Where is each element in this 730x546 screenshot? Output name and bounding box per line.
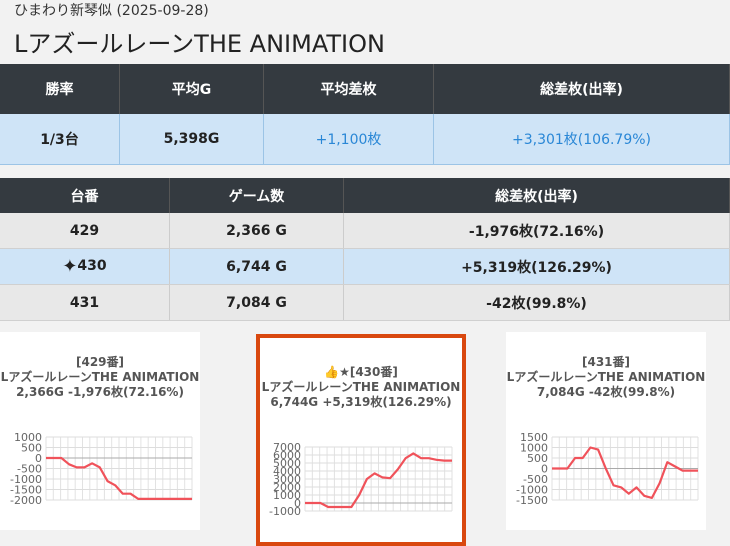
summary-header-row: 勝率 平均G 平均差枚 総差枚(出率) <box>0 64 730 114</box>
machine-games: 2,366 G <box>169 213 344 249</box>
y-tick-label: 1500 <box>520 431 548 444</box>
avg-games-header: 平均G <box>119 64 264 114</box>
card-line-machine: LアズールレーンTHE ANIMATION <box>506 370 706 384</box>
machine-table: 台番 ゲーム数 総差枚(出率) 429 2,366 G -1,976枚(72.1… <box>0 178 730 321</box>
card-line-machine: LアズールレーンTHE ANIMATION <box>0 370 200 384</box>
card-line-stats: 6,744G +5,319枚(126.29%) <box>270 395 452 409</box>
machine-diff-header: 総差枚(出率) <box>343 178 730 213</box>
diff-series-line <box>552 446 698 499</box>
table-row[interactable]: 429 2,366 G -1,976枚(72.16%) <box>0 213 730 249</box>
y-tick-label: 4000 <box>273 465 301 478</box>
y-tick-label: -1000 <box>10 473 42 486</box>
card-line-machine: LアズールレーンTHE ANIMATION <box>261 380 461 394</box>
graph-card-429[interactable]: [429番] LアズールレーンTHE ANIMATION 2,366G -1,9… <box>0 332 200 530</box>
y-tick-label: -500 <box>523 473 548 486</box>
y-tick-label: 6000 <box>273 449 301 462</box>
machine-number: 429 <box>0 213 170 249</box>
game-count-header: ゲーム数 <box>169 178 344 213</box>
y-tick-label: -1500 <box>516 494 548 507</box>
total-diff-header: 総差枚(出率) <box>433 64 730 114</box>
y-tick-label: 500 <box>21 442 42 455</box>
y-tick-label: 3000 <box>273 473 301 486</box>
y-tick-label: 1000 <box>520 442 548 455</box>
card-line-number: [429番] <box>75 355 125 369</box>
table-row[interactable]: 431 7,084 G -42枚(99.8%) <box>0 284 730 321</box>
sparkle-icon: ✦ <box>62 256 78 277</box>
y-tick-label: 1000 <box>14 431 42 444</box>
y-tick-label: 0 <box>35 452 42 465</box>
y-tick-label: -1000 <box>516 484 548 497</box>
avg-games-value: 5,398G <box>119 114 264 165</box>
y-tick-label: 5000 <box>273 457 301 470</box>
machine-number-cell: ✦430 <box>0 248 170 285</box>
machine-number: 430 <box>77 258 107 274</box>
machine-games: 6,744 G <box>169 248 344 285</box>
card-line-stats: 2,366G -1,976枚(72.16%) <box>16 385 184 399</box>
machine-diff: -42枚(99.8%) <box>343 284 730 321</box>
y-tick-label: -1000 <box>269 505 301 518</box>
y-tick-label: 1000 <box>273 489 301 502</box>
y-tick-label: -1500 <box>10 484 42 497</box>
y-tick-label: 500 <box>527 452 548 465</box>
avg-diff-value: +1,100枚 <box>263 114 434 165</box>
store-date-subtitle: ひまわり新琴似 (2025-09-28) <box>14 3 209 19</box>
win-rate-value: 1/3台 <box>0 114 120 165</box>
diff-series-line <box>305 452 452 509</box>
y-tick-label: 0 <box>294 497 301 510</box>
graph-card-430[interactable]: 👍★[430番] LアズールレーンTHE ANIMATION 6,744G +5… <box>256 334 466 546</box>
summary-value-row: 1/3台 5,398G +1,100枚 +3,301枚(106.79%) <box>0 114 730 165</box>
machine-games: 7,084 G <box>169 284 344 321</box>
machine-diff: +5,319枚(126.29%) <box>343 248 730 285</box>
card-line-number: 👍★[430番] <box>324 365 398 379</box>
diff-series-line <box>46 456 192 500</box>
table-row[interactable]: ✦430 6,744 G +5,319枚(126.29%) <box>0 248 730 285</box>
avg-diff-header: 平均差枚 <box>263 64 434 114</box>
machine-diff: -1,976枚(72.16%) <box>343 213 730 249</box>
page-title: LアズールレーンTHE ANIMATION <box>14 30 385 58</box>
y-tick-label: -2000 <box>10 494 42 507</box>
summary-table: 勝率 平均G 平均差枚 総差枚(出率) 1/3台 5,398G +1,100枚 … <box>0 64 730 165</box>
machine-number: 431 <box>0 284 170 321</box>
y-tick-label: -500 <box>17 463 42 476</box>
graph-card-431[interactable]: [431番] LアズールレーンTHE ANIMATION 7,084G -42枚… <box>506 332 706 530</box>
y-tick-label: 7000 <box>273 441 301 454</box>
total-diff-value: +3,301枚(106.79%) <box>433 114 730 165</box>
win-rate-header: 勝率 <box>0 64 120 114</box>
machine-number-header: 台番 <box>0 178 170 213</box>
card-line-stats: 7,084G -42枚(99.8%) <box>536 385 676 399</box>
machine-header-row: 台番 ゲーム数 総差枚(出率) <box>0 178 730 213</box>
y-tick-label: 2000 <box>273 481 301 494</box>
y-tick-label: 0 <box>541 463 548 476</box>
card-line-number: [431番] <box>581 355 631 369</box>
